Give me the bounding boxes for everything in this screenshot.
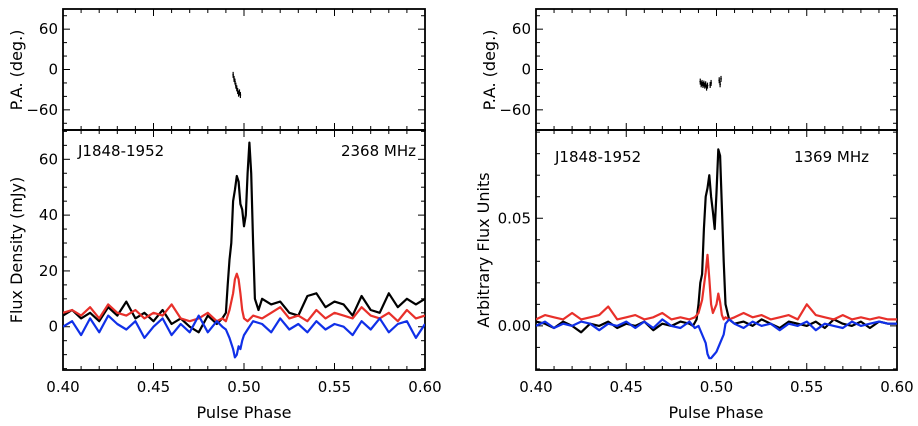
left-profile-ytick-label: 20 [39,262,58,280]
left-profile-xtick-label: 0.50 [227,378,260,396]
right-circular-polarization-line [536,318,897,360]
left-column: P.A. (deg.) 60 0 −60 Flux Density (mJy) J1… [7,8,442,422]
left-profile-xtick-label: 0.40 [46,378,79,396]
left-profile-ytick-label: 40 [39,206,58,224]
left-pa-marker [232,73,235,76]
left-profile-xtick-label: 0.55 [318,378,351,396]
right-source-name: J1848-1952 [554,148,641,166]
right-linear-polarization-line [536,253,897,321]
right-xlabel: Pulse Phase [669,403,764,422]
right-profile-xtick-label: 0.60 [880,378,913,396]
left-profile-ytick-label: 60 [39,150,58,168]
left-profile-xtick-label: 0.45 [137,378,170,396]
left-pa-ylabel: P.A. (deg.) [7,30,26,111]
left-circular-polarization-line [63,314,425,359]
right-profile-xtick-label: 0.40 [519,378,552,396]
right-pa-ytick-label: 60 [512,20,531,38]
right-profile-xtick-label: 0.50 [700,378,733,396]
right-pa-ytick-label: −60 [499,101,531,119]
left-pa-marker [239,94,242,96]
right-profile-frame [535,129,898,371]
right-frequency-label: 1369 MHz [794,148,869,166]
right-total-intensity-line [536,148,897,334]
right-column: P.A. (deg.) 60 0 −60 Arbitrary Flux Units … [474,8,914,422]
left-pa-marker [234,80,236,83]
right-pa-ytick-label: 0 [521,61,531,79]
right-pa-marker [706,84,709,87]
left-linear-polarization-line [63,272,425,323]
right-profile-ytick-label: 0.05 [498,209,531,227]
left-profile-ytick-label: 0 [48,318,58,336]
left-pa-frame [62,8,426,131]
right-pa-marker [710,82,712,84]
left-xlabel: Pulse Phase [197,403,292,422]
left-frequency-label: 2368 MHz [341,142,416,160]
left-source-name: J1848-1952 [77,142,164,160]
right-pa-marker [718,79,721,82]
right-profile-xtick-label: 0.45 [610,378,643,396]
right-profile-ylabel: Arbitrary Flux Units [474,172,493,327]
left-pa-panel: P.A. (deg.) 60 0 −60 [7,8,426,131]
left-total-intensity-line [63,141,425,334]
right-profile-xtick-label: 0.55 [790,378,823,396]
left-pa-ytick-label: 0 [48,61,58,79]
right-pa-frame [535,8,898,131]
right-pa-panel: P.A. (deg.) 60 0 −60 [480,8,898,131]
right-profile-ytick-label: 0.00 [498,317,531,335]
right-profile-panel: Arbitrary Flux Units J1848-1952 1369 MHz… [474,129,914,422]
right-pa-marker [720,78,722,80]
left-profile-panel: Flux Density (mJy) J1848-1952 2368 MHz P… [7,129,442,422]
right-pa-ylabel: P.A. (deg.) [480,30,499,111]
right-pa-marker [719,83,722,86]
left-profile-ylabel: Flux Density (mJy) [7,177,26,324]
left-pa-ytick-label: 60 [39,20,58,38]
left-pa-ytick-label: −60 [26,101,58,119]
left-profile-xtick-label: 0.60 [408,378,441,396]
